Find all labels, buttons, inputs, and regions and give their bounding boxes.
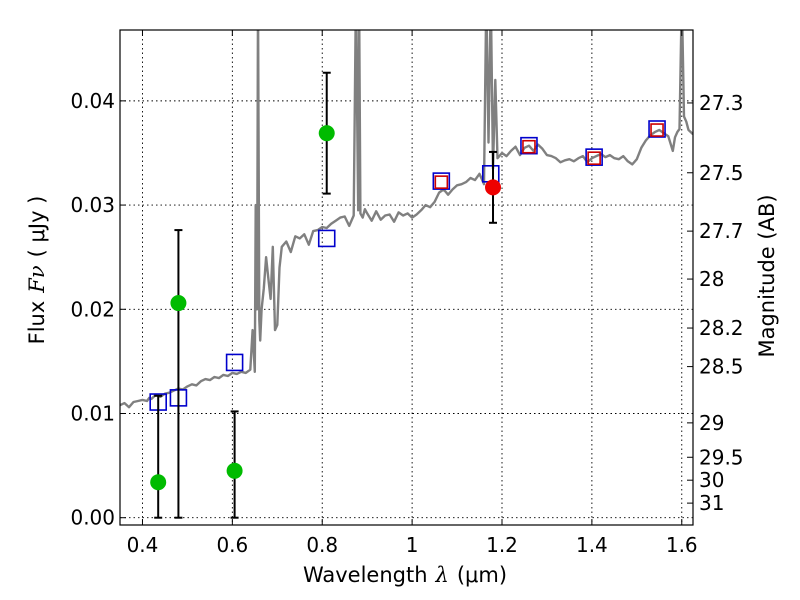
x-axis-symbol: λ [435,563,449,587]
x-tick-label-1: 0.6 [216,533,248,557]
y-axis-symbol: Fν [25,265,49,294]
y-tick-label-1: 0.01 [70,401,115,425]
plot-frame [119,29,694,526]
y-tick-label-0: 0.00 [70,506,115,530]
red-model-squares-marker-3 [650,123,664,137]
x-tick-label-4: 1.2 [486,533,518,557]
y-axis-title: Flux Fν ( μJy ) [25,196,49,345]
right-tick-label-3: 28 [699,267,724,291]
red-model-squares-marker-0 [434,175,449,189]
x-axis-title-main: Wavelength [303,563,428,587]
plot-area [120,30,693,525]
x-tick-label-0: 0.4 [127,533,159,557]
y-tick-label-2: 0.02 [70,297,115,321]
model-magnitudes-marker-7 [585,148,603,166]
model-magnitudes-marker-8 [648,120,666,138]
detected-flux-point-0 [485,179,502,196]
model-magnitudes-marker-6 [520,136,538,155]
ticks: 0.4 0.6 0.8 1 1.2 1.4 1.6 0.00 0.01 0.02 0.03 0.04 2… [70,30,744,557]
observed-fluxes-point-0 [150,474,167,491]
right-tick-label-2: 27.7 [699,219,744,243]
right-tick-label-8: 30 [699,468,724,492]
x-tick-label-3: 1 [406,533,419,557]
observed-fluxes-point-2 [226,462,243,479]
grid [120,30,693,525]
right-axis-title: Magnitude (AB) [755,194,779,357]
x-axis-title: Wavelength λ (μm) [303,563,507,587]
model-magnitudes-marker-2 [225,353,244,372]
right-tick-label-9: 31 [699,491,724,515]
right-tick-label-6: 29 [699,411,724,435]
model-magnitudes-marker-3 [317,229,336,248]
y-axis-title-main: Flux [25,301,49,345]
data-layer [120,30,693,519]
right-tick-label-1: 27.5 [699,161,744,185]
y-axis-unit: ( μJy ) [25,196,49,258]
y-tick-label-4: 0.04 [70,89,115,113]
model-magnitudes-marker-4 [432,172,451,190]
right-tick-label-5: 28.5 [699,355,744,379]
x-tick-label-2: 0.8 [306,533,338,557]
observed-fluxes-point-1 [170,295,187,312]
observed-fluxes-point-3 [318,125,335,142]
right-tick-label-4: 28.2 [699,316,744,340]
x-tick-label-5: 1.4 [576,533,608,557]
red-model-squares-marker-1 [522,139,536,154]
right-tick-label-0: 27.3 [699,91,744,115]
right-tick-label-7: 29.5 [699,445,744,469]
red-model-squares-marker-2 [587,151,601,165]
x-tick-label-6: 1.6 [666,533,698,557]
x-axis-unit: (μm) [457,563,507,587]
y-tick-label-3: 0.03 [70,193,115,217]
